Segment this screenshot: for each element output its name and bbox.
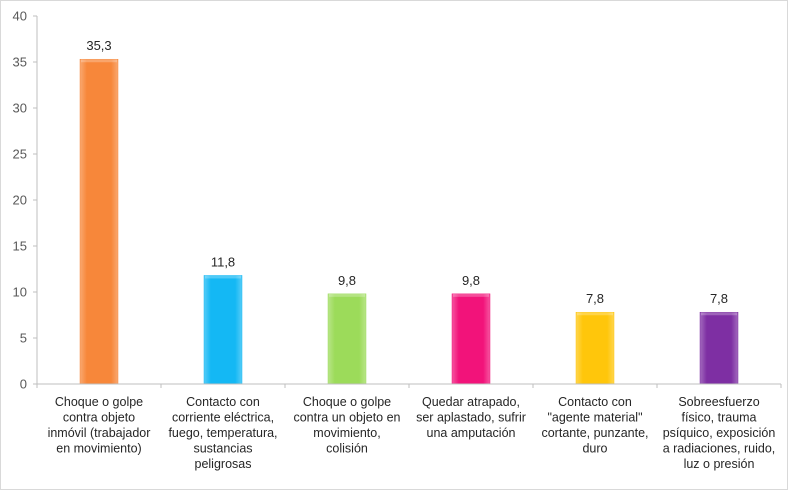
bar-highlight xyxy=(81,59,117,63)
bar xyxy=(203,275,243,385)
y-tick-label: 30 xyxy=(13,101,27,116)
data-label: 35,3 xyxy=(86,38,111,53)
y-tick-label: 20 xyxy=(13,193,27,208)
x-tick-label: Sobreesfuerzo físico, trauma psíquico, exp… xyxy=(663,395,776,471)
bar-highlight xyxy=(453,293,489,297)
bar xyxy=(699,311,739,385)
bar xyxy=(575,311,615,385)
data-label: 11,8 xyxy=(211,254,235,269)
data-label: 9,8 xyxy=(462,273,480,288)
x-tick-label: Contacto con "agente material" cortante, p… xyxy=(541,395,648,456)
data-label: 7,8 xyxy=(710,291,728,306)
bar xyxy=(327,293,367,385)
x-tick-label: Choque o golpe contra objeto inmóvil (trab… xyxy=(48,395,151,456)
y-tick-label: 35 xyxy=(13,55,27,70)
bar xyxy=(451,293,491,385)
bar-highlight xyxy=(701,312,737,316)
x-tick-label: Contacto con corriente eléctrica, fuego, t… xyxy=(168,395,277,471)
x-tick-label: Quedar atrapado, ser aplastado, sufrir una… xyxy=(416,395,526,440)
bar-highlight xyxy=(577,312,613,316)
y-axis: 0 5 10 15 20 25 30 35 40 xyxy=(13,9,38,392)
data-labels-group: 35,3 11,8 9,8 9,8 7,8 7,8 xyxy=(86,38,728,306)
x-axis: Choque o golpe contra objeto inmóvil (trab… xyxy=(36,383,782,471)
data-label: 7,8 xyxy=(586,291,604,306)
data-label: 9,8 xyxy=(338,273,356,288)
y-tick-label: 15 xyxy=(13,239,27,254)
y-tick-label: 25 xyxy=(13,147,27,162)
y-tick-label: 40 xyxy=(13,9,27,24)
y-tick-label: 10 xyxy=(13,285,27,300)
bar-highlight xyxy=(329,293,365,297)
bar-highlight xyxy=(205,275,241,279)
bars-group xyxy=(79,58,739,385)
y-tick-label: 0 xyxy=(20,377,27,392)
bar xyxy=(79,58,119,385)
x-tick-label: Choque o golpe contra un objeto en movimie… xyxy=(293,395,400,456)
y-tick-label: 5 xyxy=(20,331,27,346)
